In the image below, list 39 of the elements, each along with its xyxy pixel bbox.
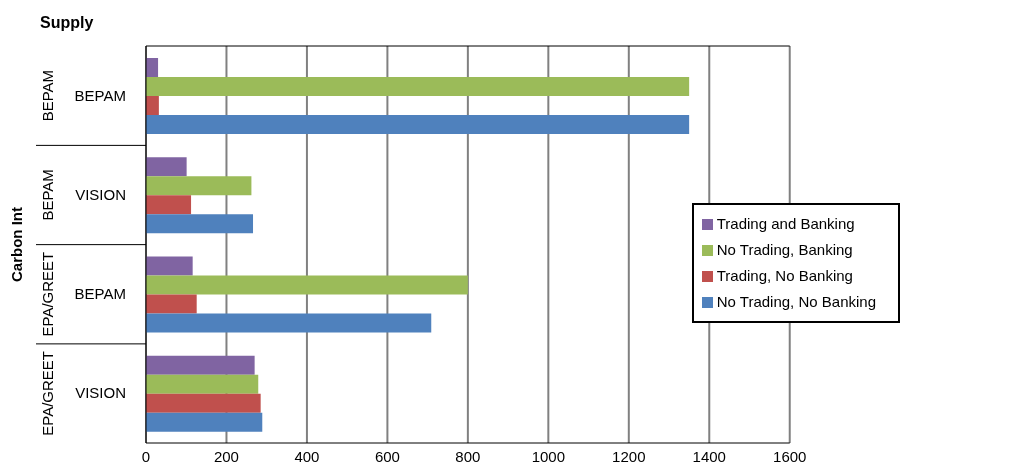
y-tick-label: BEPAM — [74, 86, 126, 104]
text: BEPAM — [39, 69, 56, 122]
y-axis-title: Carbon Int — [8, 207, 25, 282]
y-tick-label: VISION — [75, 185, 126, 203]
bar — [146, 294, 197, 314]
bar — [146, 412, 263, 432]
x-tick-label: 800 — [455, 447, 481, 465]
legend-label: Trading and Banking — [716, 215, 855, 232]
legend-label: No Trading, No Banking — [716, 293, 876, 310]
y-tick-label: VISION — [75, 384, 126, 402]
bar — [146, 355, 255, 375]
legend-label: No Trading, Banking — [716, 241, 853, 258]
bar — [146, 76, 690, 96]
bar — [146, 157, 187, 177]
bar — [146, 176, 252, 196]
text: EPA/GREET — [39, 351, 56, 436]
bar — [146, 256, 193, 276]
x-tick-label: 1200 — [612, 447, 646, 465]
x-tick-label: 1600 — [773, 447, 807, 465]
x-tick-label: 600 — [374, 447, 400, 465]
x-tick-label: 400 — [294, 447, 320, 465]
text: BEPAM — [39, 169, 56, 221]
bar — [146, 114, 690, 134]
x-tick-label: 1400 — [692, 447, 726, 465]
bar — [146, 57, 159, 77]
bar — [146, 393, 261, 413]
x-tick-label: 0 — [141, 447, 151, 465]
y-tick-label: BEPAM — [74, 285, 126, 303]
bar — [146, 313, 432, 333]
x-tick-label: 200 — [213, 447, 239, 465]
bar — [146, 214, 254, 234]
x-tick-label: 1000 — [531, 447, 566, 465]
text: EPA/GREET — [39, 251, 56, 337]
bar — [146, 275, 468, 295]
bar — [146, 95, 159, 115]
bar — [146, 374, 259, 394]
chart-title: Supply — [40, 14, 94, 32]
bar — [146, 195, 192, 215]
legend-label: Trading, No Banking — [716, 267, 853, 284]
